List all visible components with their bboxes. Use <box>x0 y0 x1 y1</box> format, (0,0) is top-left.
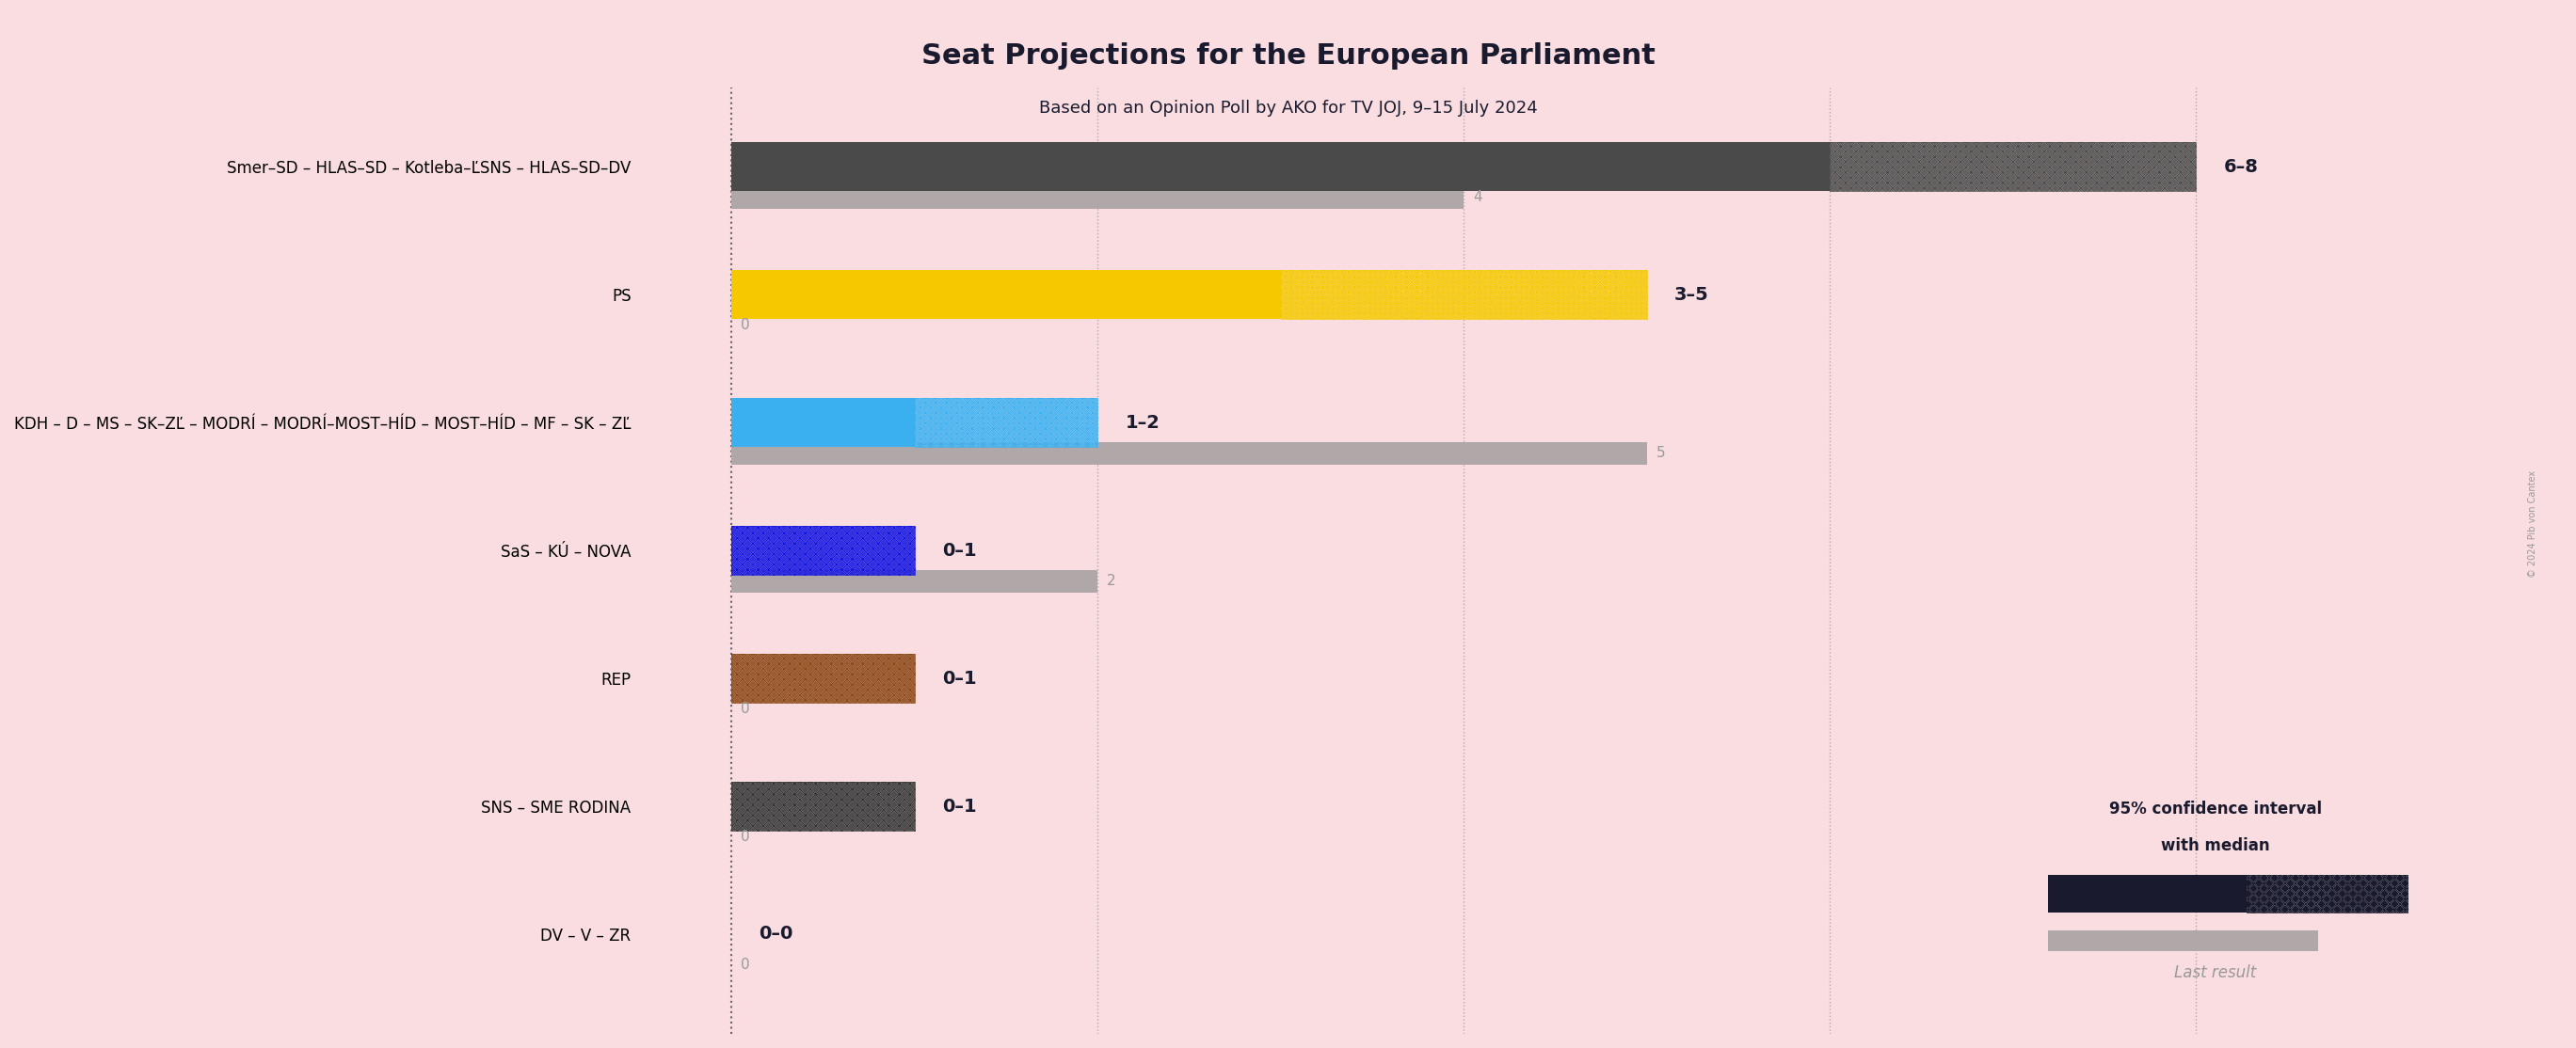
Bar <box>732 526 914 574</box>
Text: 0: 0 <box>742 830 750 844</box>
Text: 95% confidence interval: 95% confidence interval <box>2110 801 2321 817</box>
Text: 0–1: 0–1 <box>943 542 976 560</box>
Text: 0: 0 <box>742 319 750 332</box>
Text: 2: 2 <box>1108 574 1115 588</box>
Text: 6–8: 6–8 <box>2223 158 2259 176</box>
Bar <box>2246 874 2409 912</box>
Bar <box>732 442 1646 464</box>
Text: with median: with median <box>2161 837 2269 854</box>
Bar <box>732 185 1463 209</box>
Bar <box>732 654 914 702</box>
Text: 0: 0 <box>742 702 750 716</box>
Bar <box>732 270 1280 319</box>
Text: 0–0: 0–0 <box>760 925 793 943</box>
Text: 4: 4 <box>1473 191 1481 204</box>
Text: 0: 0 <box>742 958 750 971</box>
Bar <box>1829 143 2195 191</box>
Text: 0–1: 0–1 <box>943 670 976 687</box>
Bar <box>732 570 1097 593</box>
Bar <box>1280 270 1646 319</box>
Text: © 2024 Pib von Cantex: © 2024 Pib von Cantex <box>2527 471 2537 577</box>
Bar <box>732 782 914 830</box>
Text: 5: 5 <box>1656 446 1664 460</box>
Bar <box>2246 874 2409 912</box>
Bar <box>732 782 914 830</box>
Text: 3–5: 3–5 <box>1674 286 1708 304</box>
Text: Seat Projections for the European Parliament: Seat Projections for the European Parlia… <box>922 42 1654 69</box>
Bar <box>914 398 1097 446</box>
Bar <box>732 654 914 702</box>
Text: 1–2: 1–2 <box>1126 414 1159 432</box>
Bar <box>914 398 1097 446</box>
Bar <box>1280 270 1646 319</box>
Text: Last result: Last result <box>2174 964 2257 981</box>
Bar <box>2048 931 2318 952</box>
Bar <box>732 398 914 446</box>
Bar <box>732 143 1829 191</box>
Bar <box>1829 143 2195 191</box>
Text: Based on an Opinion Poll by AKO for TV JOJ, 9–15 July 2024: Based on an Opinion Poll by AKO for TV J… <box>1038 100 1538 116</box>
Bar <box>2048 874 2246 912</box>
Bar <box>732 526 914 574</box>
Text: 0–1: 0–1 <box>943 798 976 815</box>
